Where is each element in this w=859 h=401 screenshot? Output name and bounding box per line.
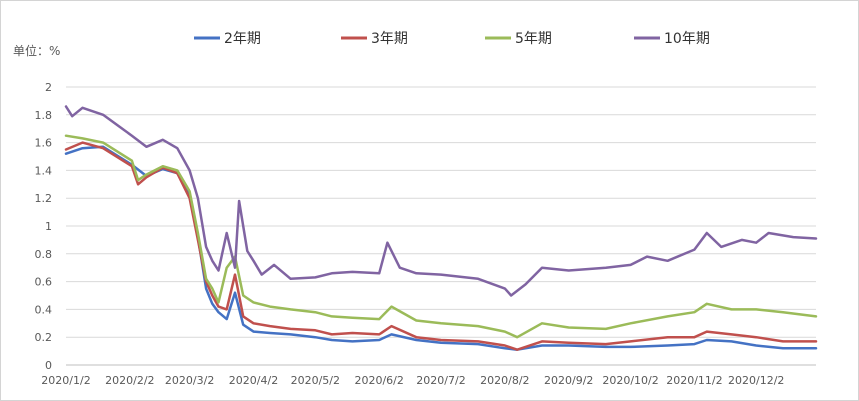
y-tick-label: 0.2 — [35, 331, 53, 344]
y-tick-label: 1.2 — [35, 192, 53, 205]
legend-label: 5年期 — [515, 31, 552, 47]
series-line — [64, 134, 818, 339]
legend-label: 3年期 — [371, 31, 408, 47]
x-tick-label: 2020/4/2 — [229, 374, 278, 387]
series-lines — [64, 105, 818, 351]
y-tick-label: 1.6 — [35, 137, 53, 150]
legend-label: 10年期 — [664, 31, 710, 47]
y-tick-label: 0.8 — [35, 248, 53, 261]
y-axis-ticks: 0 0.2 0.4 0.6 0.8 1 1.2 1.4 1.6 1.8 2 — [35, 81, 53, 372]
x-tick-label: 2020/9/2 — [544, 374, 593, 387]
y-tick-label: 0.6 — [35, 276, 53, 289]
x-tick-label: 2020/3/2 — [165, 374, 214, 387]
y-tick-label: 1.8 — [35, 109, 53, 122]
x-tick-label: 2020/10/2 — [602, 374, 658, 387]
series-line — [64, 105, 818, 297]
grid-lines — [66, 86, 816, 338]
y-tick-label: 0.4 — [35, 303, 53, 316]
x-tick-label: 2020/11/2 — [666, 374, 722, 387]
legend-label: 2年期 — [224, 31, 261, 47]
x-tick-label: 2020/5/2 — [291, 374, 340, 387]
y-tick-label: 0 — [45, 359, 52, 372]
y-tick-label: 1 — [45, 220, 52, 233]
x-tick-label: 2020/7/2 — [416, 374, 465, 387]
y-tick-label: 2 — [45, 81, 52, 94]
x-axis-ticks: 2020/1/2 2020/2/2 2020/3/2 2020/4/2 2020/5/2… — [41, 374, 784, 387]
x-tick-label: 2020/2/2 — [105, 374, 154, 387]
legend: 2年期 3年期 5年期 10年期 — [194, 31, 710, 47]
y-tick-label: 1.4 — [35, 164, 53, 177]
x-tick-label: 2020/6/2 — [354, 374, 403, 387]
x-tick-label: 2020/12/2 — [728, 374, 784, 387]
y-axis-unit-label: 单位：% — [13, 43, 60, 58]
x-tick-label: 2020/1/2 — [41, 374, 90, 387]
series-line — [64, 141, 818, 351]
x-tick-label: 2020/8/2 — [480, 374, 529, 387]
